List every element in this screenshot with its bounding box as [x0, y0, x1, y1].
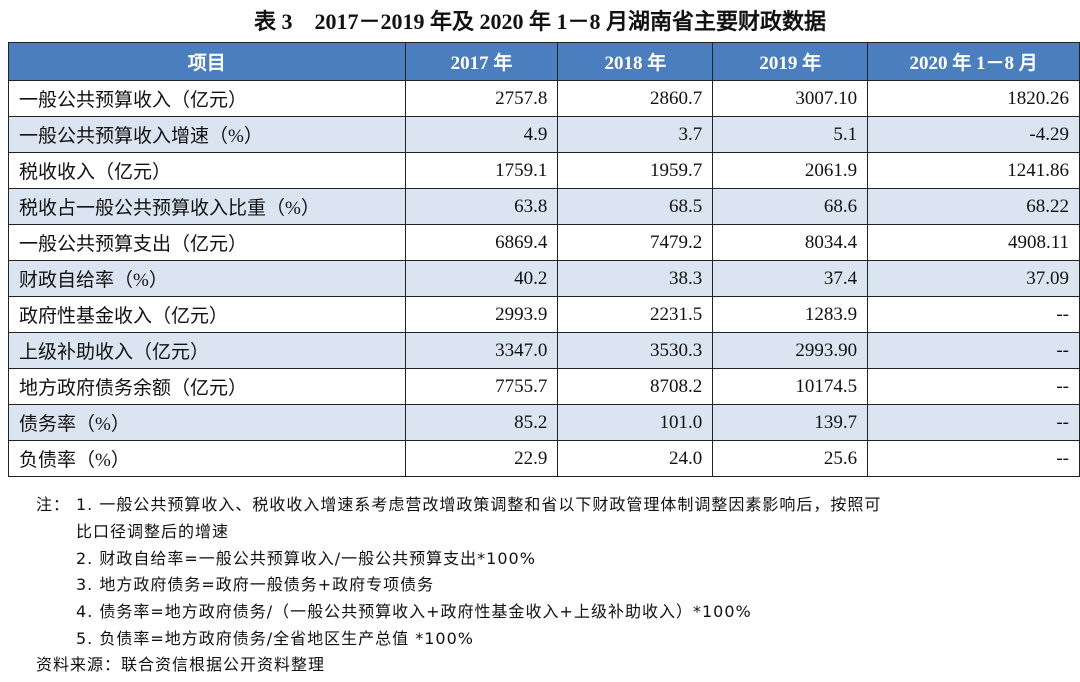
value-cell: 10174.5 [712, 368, 869, 405]
value-cell: 37.09 [867, 260, 1080, 297]
note: 2. 财政自给率=一般公共预算收入/一般公共预算支出*100% [76, 546, 881, 573]
table-row: 政府性基金收入（亿元） 2993.9 2231.5 1283.9 -- [8, 296, 1080, 333]
value-cell: 4908.11 [867, 224, 1080, 261]
note-items: 1. 一般公共预算收入、税收收入增速系考虑营改增政策调整和省以下财政管理体制调整… [76, 492, 881, 653]
value-cell: 63.8 [404, 188, 559, 225]
value-cell: 3347.0 [404, 332, 559, 369]
table-row: 税收占一般公共预算收入比重（%） 63.8 68.5 68.6 68.22 [8, 188, 1080, 225]
value-cell: 7479.2 [557, 224, 714, 261]
source: 资料来源：联合资信根据公开资料整理 [36, 655, 326, 674]
value-cell: 25.6 [712, 440, 869, 477]
table-row: 一般公共预算支出（亿元） 6869.4 7479.2 8034.4 4908.11 [8, 224, 1080, 261]
note-line: 5. 负债率=地方政府债务/全省地区生产总值 *100% [76, 628, 474, 648]
note-line: 4. 债务率=地方政府债务/（一般公共预算收入+政府性基金收入+上级补助收入）*… [76, 602, 752, 622]
value-cell: 68.22 [867, 188, 1080, 225]
row-label: 政府性基金收入（亿元） [8, 296, 406, 333]
value-cell: 5.1 [712, 116, 869, 153]
row-label: 一般公共预算收入（亿元） [8, 80, 406, 117]
value-cell: -- [867, 404, 1080, 441]
value-cell: -- [867, 296, 1080, 333]
table-row: 地方政府债务余额（亿元） 7755.7 8708.2 10174.5 -- [8, 368, 1080, 405]
value-cell: 3007.10 [712, 80, 869, 117]
row-label: 债务率（%） [8, 404, 406, 441]
value-cell: 4.9 [404, 116, 559, 153]
header-cell: 2020 年 1－8 月 [867, 42, 1080, 81]
row-label: 财政自给率（%） [8, 260, 406, 297]
note: 5. 负债率=地方政府债务/全省地区生产总值 *100% [76, 626, 881, 653]
data-table: 项目 2017 年 2018 年 2019 年 2020 年 1－8 月一般公共预算收入… [8, 42, 1080, 477]
notes: 注： 1. 一般公共预算收入、税收收入增速系考虑营改增政策调整和省以下财政管理体… [36, 492, 881, 653]
table-row: 负债率（%） 22.9 24.0 25.6 -- [8, 440, 1080, 477]
value-cell: 24.0 [557, 440, 714, 477]
table-row: 税收收入（亿元） 1759.1 1959.7 2061.9 1241.86 [8, 152, 1080, 189]
note: 1. 一般公共预算收入、税收收入增速系考虑营改增政策调整和省以下财政管理体制调整… [76, 492, 881, 546]
value-cell: 1959.7 [557, 152, 714, 189]
row-label: 税收收入（亿元） [8, 152, 406, 189]
value-cell: 2231.5 [557, 296, 714, 333]
value-cell: 2860.7 [557, 80, 714, 117]
value-cell: 8708.2 [557, 368, 714, 405]
value-cell: 68.5 [557, 188, 714, 225]
value-cell: 40.2 [404, 260, 559, 297]
value-cell: 3.7 [557, 116, 714, 153]
value-cell: 2993.90 [712, 332, 869, 369]
table-row: 一般公共预算收入（亿元） 2757.8 2860.7 3007.10 1820.26 [8, 80, 1080, 117]
note: 4. 债务率=地方政府债务/（一般公共预算收入+政府性基金收入+上级补助收入）*… [76, 599, 881, 626]
header-row: 项目 2017 年 2018 年 2019 年 2020 年 1－8 月 [8, 42, 1080, 81]
value-cell: 1241.86 [867, 152, 1080, 189]
value-cell: 2061.9 [712, 152, 869, 189]
table-row: 债务率（%） 85.2 101.0 139.7 -- [8, 404, 1080, 441]
value-cell: -- [867, 368, 1080, 405]
value-cell: 22.9 [404, 440, 559, 477]
row-label: 税收占一般公共预算收入比重（%） [8, 188, 406, 225]
value-cell: 37.4 [712, 260, 869, 297]
note-line: 比口径调整后的增速 [76, 521, 230, 541]
table-row: 财政自给率（%） 40.2 38.3 37.4 37.09 [8, 260, 1080, 297]
value-cell: 1759.1 [404, 152, 559, 189]
value-cell: 1283.9 [712, 296, 869, 333]
value-cell: -- [867, 332, 1080, 369]
table-row: 一般公共预算收入增速（%） 4.9 3.7 5.1 -4.29 [8, 116, 1080, 153]
value-cell: 85.2 [404, 404, 559, 441]
note-line: 3. 地方政府债务=政府一般债务+政府专项债务 [76, 575, 435, 595]
note-line: 2. 财政自给率=一般公共预算收入/一般公共预算支出*100% [76, 548, 536, 568]
header-cell: 2019 年 [712, 42, 869, 81]
value-cell: 6869.4 [404, 224, 559, 261]
value-cell: 2757.8 [404, 80, 559, 117]
value-cell: 139.7 [712, 404, 869, 441]
value-cell: -- [867, 440, 1080, 477]
row-label: 上级补助收入（亿元） [8, 332, 406, 369]
row-label: 地方政府债务余额（亿元） [8, 368, 406, 405]
value-cell: 3530.3 [557, 332, 714, 369]
value-cell: 1820.26 [867, 80, 1080, 117]
notes-label: 注： [36, 495, 71, 514]
note-line: 1. 一般公共预算收入、税收收入增速系考虑营改增政策调整和省以下财政管理体制调整… [76, 495, 882, 514]
table-title: 表 3 2017－2019 年及 2020 年 1－8 月湖南省主要财政数据 [253, 9, 826, 34]
row-label: 一般公共预算支出（亿元） [8, 224, 406, 261]
value-cell: 8034.4 [712, 224, 869, 261]
row-label: 负债率（%） [8, 440, 406, 477]
table-row: 上级补助收入（亿元） 3347.0 3530.3 2993.90 -- [8, 332, 1080, 369]
value-cell: 68.6 [712, 188, 869, 225]
header-cell: 2018 年 [557, 42, 714, 81]
note: 3. 地方政府债务=政府一般债务+政府专项债务 [76, 572, 881, 599]
row-label: 一般公共预算收入增速（%） [8, 116, 406, 153]
value-cell: 7755.7 [404, 368, 559, 405]
header-cell: 项目 [8, 42, 406, 81]
value-cell: 2993.9 [404, 296, 559, 333]
value-cell: 101.0 [557, 404, 714, 441]
header-cell: 2017 年 [404, 42, 559, 81]
value-cell: -4.29 [867, 116, 1080, 153]
value-cell: 38.3 [557, 260, 714, 297]
